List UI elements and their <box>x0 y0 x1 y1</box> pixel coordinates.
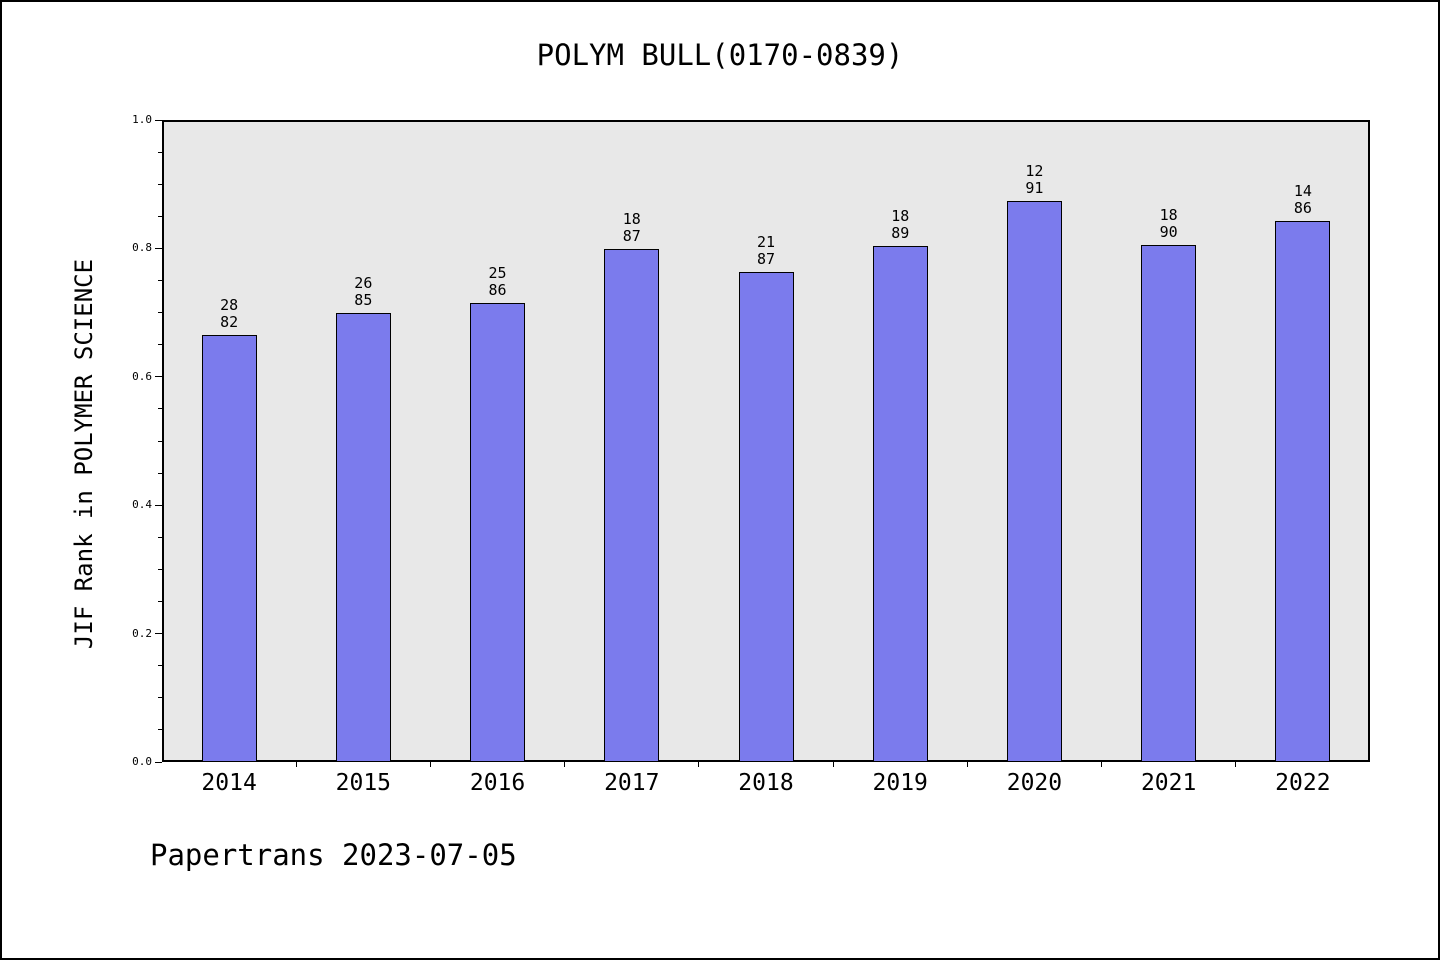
bar-value-label: 26 85 <box>323 273 403 309</box>
y-minor-tick <box>158 183 162 185</box>
x-tick-label: 2021 <box>1140 770 1197 796</box>
y-minor-tick <box>158 536 162 538</box>
y-minor-tick <box>158 665 162 667</box>
y-tick-label: 0.8 <box>132 241 152 255</box>
x-minor-tick <box>1101 762 1103 767</box>
bar-total-value: 85 <box>354 290 373 309</box>
footer-text: Papertrans 2023-07-05 <box>150 838 517 872</box>
bar-value-label: 18 87 <box>592 211 672 245</box>
bar <box>335 312 391 762</box>
bar <box>1006 200 1062 762</box>
x-minor-tick <box>564 762 566 767</box>
bar-total-value: 91 <box>1025 178 1044 197</box>
bar-rank-value: 26 <box>354 273 373 292</box>
bar <box>738 271 794 762</box>
y-minor-tick <box>158 440 162 442</box>
y-major-tick <box>155 633 162 635</box>
y-minor-tick <box>158 568 162 570</box>
y-tick-label: 1.0 <box>132 113 152 126</box>
bar-total-value: 87 <box>756 249 776 268</box>
bar-total-value: 90 <box>1159 222 1178 241</box>
bar-total-value: 86 <box>488 280 507 299</box>
bar-rank-value: 18 <box>622 210 641 229</box>
x-minor-tick <box>295 762 297 767</box>
y-major-tick <box>155 376 162 378</box>
y-minor-tick <box>158 151 162 153</box>
bar-total-value: 86 <box>1293 198 1312 217</box>
bar-value-label: 18 89 <box>860 208 940 242</box>
bar-value-label: 25 86 <box>458 263 538 299</box>
x-minor-tick <box>698 762 700 767</box>
y-major-tick <box>155 247 162 249</box>
x-tick-label: 2014 <box>201 770 257 796</box>
bar-rank-value: 18 <box>1159 205 1178 224</box>
y-tick-label: 0.6 <box>132 369 152 383</box>
bar <box>872 246 928 762</box>
bar-rank-value: 18 <box>891 207 910 226</box>
bar-rank-value: 14 <box>1293 181 1312 200</box>
y-minor-tick <box>158 215 162 217</box>
bar-total-value: 87 <box>622 227 641 246</box>
bar <box>470 302 526 762</box>
x-tick-label: 2020 <box>1006 770 1063 796</box>
y-major-tick <box>155 761 162 763</box>
y-tick-label: 0.2 <box>132 626 152 640</box>
chart: 0.0 0.2 0.4 0.6 0.8 1.0 2014 2015 2016 2017 2018 20… <box>132 113 1370 796</box>
bar-value-label: 12 91 <box>994 161 1074 197</box>
x-minor-tick <box>832 762 834 767</box>
bar-total-value: 82 <box>220 313 239 332</box>
x-minor-tick <box>1235 762 1237 767</box>
y-major-tick <box>155 504 162 506</box>
y-tick-label: 0.0 <box>132 755 152 768</box>
bar-rank-value: 28 <box>220 296 239 315</box>
x-tick-label: 2016 <box>469 770 526 796</box>
x-tick-label: 2019 <box>872 770 928 796</box>
x-tick-label: 2018 <box>738 770 794 796</box>
y-minor-tick <box>158 344 162 346</box>
y-major-tick <box>155 119 162 121</box>
bar <box>201 335 257 762</box>
bar-value-label: 14 86 <box>1263 181 1343 217</box>
bar-value-label: 18 90 <box>1129 205 1209 241</box>
bar-rank-value: 21 <box>756 232 776 251</box>
y-minor-tick <box>158 697 162 699</box>
y-tick-label: 0.4 <box>132 498 152 512</box>
x-tick-label: 2017 <box>604 770 660 796</box>
x-minor-tick <box>966 762 968 767</box>
y-minor-tick <box>158 601 162 602</box>
y-minor-tick <box>158 729 162 731</box>
x-tick-label: 2022 <box>1275 770 1331 796</box>
y-axis-label: JIF Rank in POLYMER SCIENCE <box>70 258 98 650</box>
y-minor-tick <box>158 312 162 314</box>
y-minor-tick <box>158 280 162 281</box>
bar-total-value: 89 <box>891 224 910 243</box>
x-minor-tick <box>429 762 431 767</box>
y-minor-tick <box>158 408 162 410</box>
bar-rank-value: 25 <box>488 263 507 282</box>
y-minor-tick <box>158 472 162 474</box>
chart-title: POLYM BULL(0170-0839) <box>536 38 904 72</box>
bar <box>1141 244 1197 762</box>
bar <box>1275 220 1331 762</box>
bar-rank-value: 12 <box>1025 161 1044 180</box>
bar-value-label: 28 82 <box>189 297 269 331</box>
bar <box>604 249 660 762</box>
x-tick-label: 2015 <box>335 770 392 796</box>
bar-value-label: 21 87 <box>726 232 806 268</box>
